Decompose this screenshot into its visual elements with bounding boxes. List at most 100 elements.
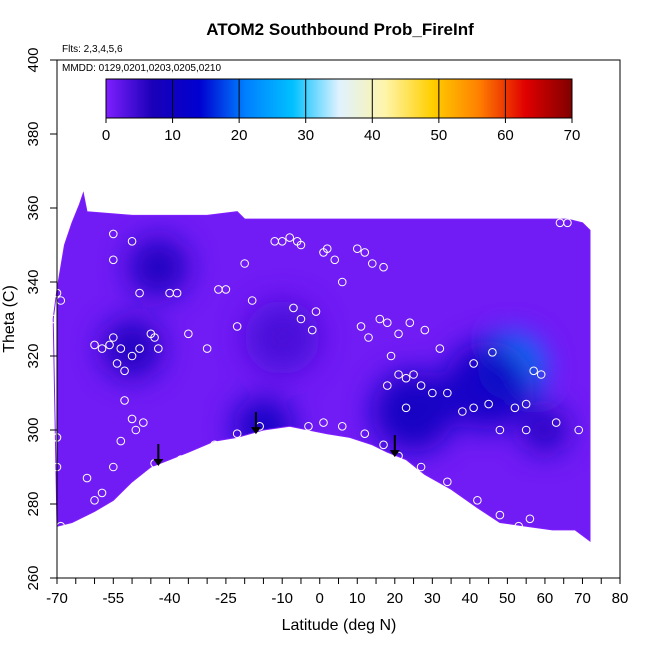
observation-point [379,262,388,272]
observation-point [109,333,118,342]
y-tick-label: 380 [25,121,42,146]
observation-point [416,462,426,472]
observation-point [176,455,186,464]
observation-point [109,229,118,239]
observation-point [379,440,388,450]
observation-point [120,396,129,405]
field-hotspot [522,407,568,453]
observation-point [82,473,92,483]
x-tick-label: 20 [386,590,403,607]
colorbar-tick-label: 60 [497,127,514,144]
x-tick-label: 40 [462,590,479,607]
x-tick-label: 10 [349,590,366,607]
observation-point [360,248,370,257]
observation-point [232,322,242,331]
observation-point [525,514,535,524]
observation-point [127,414,137,424]
observation-point [382,381,392,390]
x-axis-label: Latitude (deg N) [282,617,397,634]
observation-point [469,359,478,368]
observation-point [109,255,118,265]
observation-point [495,425,505,435]
field-hotspot [443,341,534,430]
observation-point [443,477,452,487]
observation-point [469,403,478,413]
observation-point [116,344,126,353]
arrow-head [389,450,400,458]
x-tick-label: 30 [424,590,441,607]
observation-point [401,403,411,413]
observation-point [307,325,317,335]
observation-points [48,218,584,531]
x-tick-label: 60 [537,590,554,607]
observation-point [367,259,377,268]
flights-annotation: Flts: 2,3,4,5,6 [62,44,123,55]
observation-point [514,521,523,531]
observation-point [127,237,137,246]
observation-point [529,366,538,376]
y-tick-label: 360 [25,195,42,220]
observation-point [443,388,452,398]
colorbar-tick-label: 50 [431,127,448,144]
observation-point [488,348,497,357]
observation-point [563,218,572,228]
observation-point [574,425,584,435]
observation-point [330,255,340,265]
observation-point [458,407,467,416]
y-axis: 260 280 300 320 340 360 380 400 [25,47,57,591]
observation-point [296,240,306,250]
observation-point [296,314,306,324]
observation-point [420,325,430,335]
observation-point [90,496,99,505]
observation-point [120,366,129,376]
x-tick-label: 50 [499,590,516,607]
observation-point [154,344,163,353]
dates-annotation: MMDD: 0129,0201,0203,0205,0210 [62,63,221,74]
arrow-head [250,427,261,435]
x-tick-label: -10 [271,590,293,607]
y-tick-label: 280 [25,491,42,516]
observation-point [337,422,347,431]
observation-point [127,351,137,361]
observation-point [416,381,426,390]
x-tick-label: -40 [159,590,181,607]
observation-point [240,259,249,268]
observation-point [285,233,295,242]
field-hotspot [372,370,455,453]
observation-point [116,436,126,446]
observation-point [337,277,347,287]
observation-point [139,418,148,427]
arrow-head [153,459,164,467]
observation-point [97,344,107,353]
observation-point [409,370,418,379]
observation-point [105,340,114,350]
concentration-field [57,193,590,541]
observation-point [247,296,257,305]
colorbar-tick-label: 10 [164,127,181,144]
y-axis-label: Theta (C) [1,285,18,353]
observation-point [221,285,231,294]
observation-point [232,429,242,439]
observation-point [473,496,482,505]
observation-point [172,288,182,298]
observation-point [401,373,411,383]
colorbar-tick-label: 70 [564,127,581,144]
observation-point [210,440,219,450]
x-tick-label: 0 [316,590,324,607]
observation-point [382,318,392,328]
observation-point [356,322,366,331]
colorbar-tick-label: 20 [231,127,248,144]
observation-point [495,510,505,520]
observation-point [360,429,370,439]
observation-point [394,370,403,379]
observation-point [202,344,212,353]
y-tick-label: 300 [25,417,42,442]
colorbar-tick-label: 30 [297,127,314,144]
observation-point [536,370,546,379]
observation-point [435,344,445,353]
observation-point [521,399,531,409]
observation-point [97,488,107,498]
colorbar: 0 10 20 30 40 50 60 70 [102,78,581,144]
y-tick-label: 340 [25,269,42,294]
